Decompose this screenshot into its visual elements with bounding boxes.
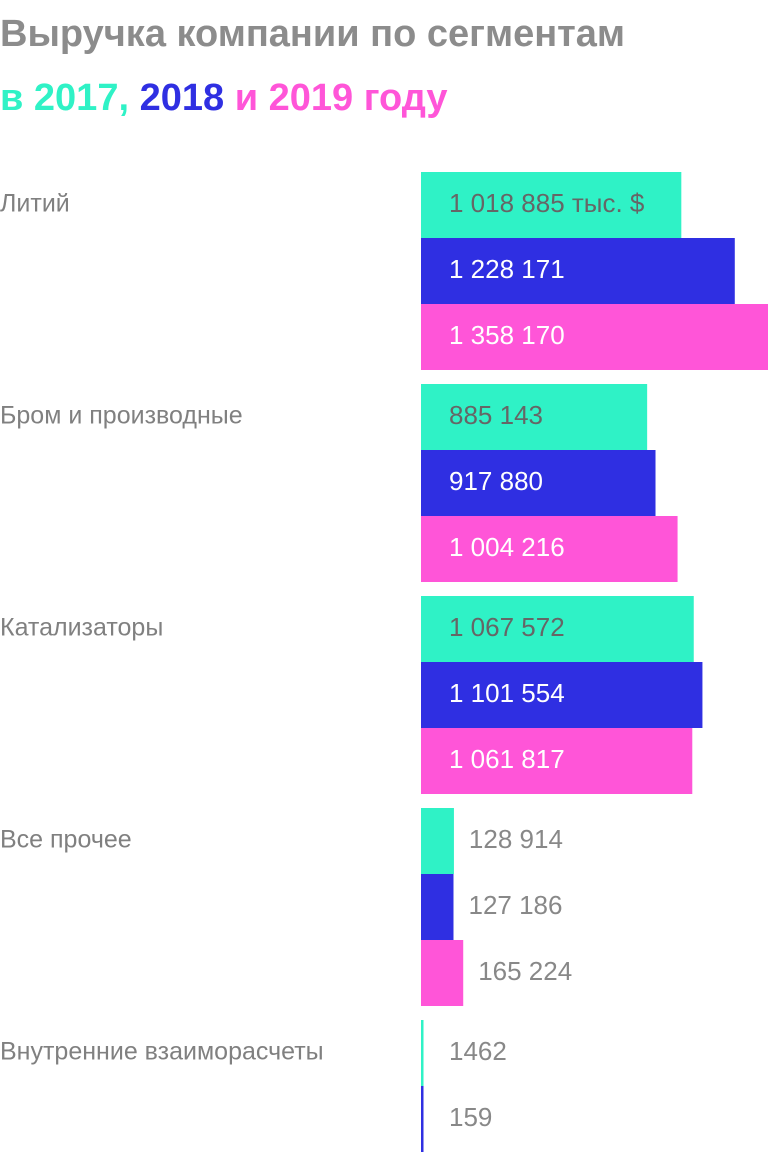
category-label: Внутренние взаиморасчеты	[0, 1038, 324, 1066]
bar	[421, 304, 768, 370]
category-label: Литий	[0, 190, 70, 218]
value-label: 1 228 171	[449, 254, 565, 284]
legend-entry: в 2017,	[0, 77, 129, 119]
value-label: 1462	[449, 1036, 507, 1066]
legend-entry: и 2019 году	[235, 77, 448, 119]
bar	[421, 940, 464, 1006]
bar	[421, 450, 656, 516]
value-label: 1 101 554	[449, 678, 565, 708]
value-label: 1 018 885 тыс. $	[449, 188, 645, 218]
value-label: 1 061 817	[449, 744, 565, 774]
category-label: Бром и производные	[0, 402, 243, 430]
bar	[421, 596, 694, 662]
value-label: 1 358 170	[449, 320, 565, 350]
value-label: 917 880	[449, 466, 543, 496]
legend: в 2017, 2018 и 2019 году	[0, 77, 447, 119]
value-label: 165 224	[478, 956, 572, 986]
bar	[421, 516, 678, 582]
bar	[421, 238, 735, 304]
bar	[421, 384, 648, 450]
bar	[421, 172, 682, 238]
value-label: 159	[449, 1102, 492, 1132]
chart-title: Выручка компании по сегментам	[0, 13, 625, 55]
legend-entry: 2018	[140, 77, 225, 119]
category-label: Все прочее	[0, 826, 132, 854]
bar	[421, 728, 693, 794]
category-label: Катализаторы	[0, 614, 163, 642]
value-label: 1 004 216	[449, 532, 565, 562]
value-label: 127 186	[468, 890, 562, 920]
value-label: 885 143	[449, 400, 543, 430]
value-label: 128 914	[469, 824, 563, 854]
value-label: 1 067 572	[449, 612, 565, 642]
bar	[421, 1086, 424, 1152]
bar	[421, 874, 454, 940]
bar	[421, 662, 703, 728]
bar	[421, 808, 454, 874]
bar	[421, 1020, 424, 1086]
